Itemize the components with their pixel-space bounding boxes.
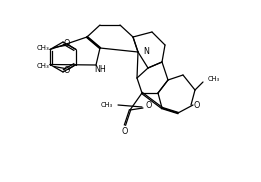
Text: O: O bbox=[194, 100, 200, 110]
Text: O: O bbox=[64, 39, 70, 48]
Text: N: N bbox=[143, 46, 149, 56]
Text: CH₃: CH₃ bbox=[36, 64, 49, 70]
Text: CH₃: CH₃ bbox=[208, 76, 220, 82]
Text: O: O bbox=[122, 126, 128, 136]
Text: O: O bbox=[64, 66, 70, 75]
Text: CH₃: CH₃ bbox=[36, 45, 49, 50]
Text: NH: NH bbox=[94, 66, 106, 74]
Text: CH₃: CH₃ bbox=[101, 102, 113, 108]
Text: O: O bbox=[145, 100, 151, 110]
